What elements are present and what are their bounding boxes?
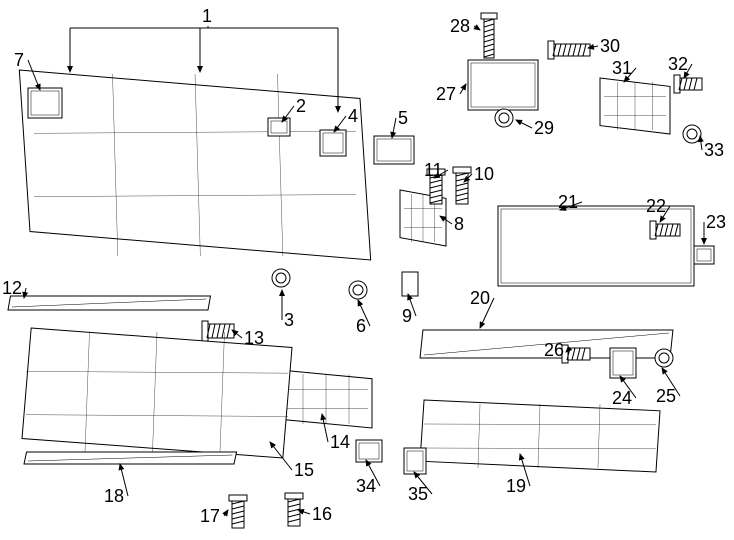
parts-layer [0, 0, 734, 540]
part-bolt-e [674, 75, 702, 93]
part-screw-c [562, 345, 590, 363]
part-tow-cover [28, 88, 62, 118]
callout-34: 34 [356, 476, 376, 497]
callout-16: 16 [312, 504, 332, 525]
callout-11: 11 [424, 160, 443, 181]
part-bracket-side [374, 136, 414, 164]
callout-3: 3 [284, 310, 294, 331]
callout-29: 29 [534, 118, 554, 139]
part-lower-absorber [420, 400, 660, 472]
callout-6: 6 [356, 316, 366, 337]
part-bolt-b [285, 493, 303, 526]
callout-19: 19 [506, 476, 526, 497]
part-rivet-c [655, 349, 673, 367]
part-bolt-long-a [481, 13, 497, 58]
callout-14: 14 [330, 432, 350, 453]
callout-23: 23 [706, 212, 726, 233]
callout-13: 13 [244, 328, 264, 349]
part-clip-nut [694, 246, 714, 264]
part-bracket-small [610, 348, 636, 378]
callout-24: 24 [612, 388, 632, 409]
callout-2: 2 [296, 96, 306, 117]
callout-33: 33 [704, 140, 724, 161]
callout-8: 8 [454, 214, 464, 235]
callout-26: 26 [544, 340, 564, 361]
part-sensor-b [404, 448, 426, 474]
part-clip-small-a [268, 118, 290, 136]
part-absorber-panel [498, 206, 694, 286]
part-crash-box [468, 60, 538, 110]
callout-27: 27 [436, 84, 456, 105]
callout-20: 20 [470, 288, 490, 309]
callout-22: 22 [646, 196, 666, 217]
part-bolt-a [202, 321, 234, 341]
callout-17: 17 [200, 506, 220, 527]
callout-32: 32 [668, 54, 688, 75]
part-bracket-upper-inner [320, 130, 346, 156]
part-rivet-b [349, 281, 367, 299]
callout-15: 15 [294, 460, 314, 481]
callout-1: 1 [202, 6, 212, 27]
callout-35: 35 [408, 484, 428, 505]
part-bolt-d [650, 221, 680, 239]
callout-25: 25 [656, 386, 676, 407]
part-rivet-a [272, 269, 290, 287]
part-nut-b [683, 125, 701, 143]
callout-31: 31 [612, 58, 632, 79]
callout-18: 18 [104, 486, 124, 507]
callout-10: 10 [474, 164, 494, 185]
part-fog-lamp-bezel [280, 370, 372, 428]
part-mount-bracket-upper [600, 78, 670, 134]
part-nut-a [495, 109, 513, 127]
callout-12: 12 [2, 278, 22, 299]
callout-21: 21 [558, 192, 578, 213]
part-trim-strip-upper [8, 296, 210, 310]
callout-30: 30 [600, 36, 620, 57]
callout-9: 9 [402, 306, 412, 327]
part-bolt-c [229, 495, 247, 528]
callout-28: 28 [450, 16, 470, 37]
arrows-layer [0, 0, 734, 540]
callout-4: 4 [348, 106, 358, 127]
part-push-clip [402, 272, 418, 296]
part-bolt-long-b [548, 41, 590, 59]
part-screw-a [453, 167, 471, 204]
part-sensor-a [356, 440, 382, 462]
callout-5: 5 [398, 108, 408, 129]
part-trim-strip-lower [24, 452, 237, 464]
part-bumper-cover [19, 70, 370, 260]
part-guide-bracket [400, 190, 446, 246]
parts-diagram: 1234567891011121314151617181920212223242… [0, 0, 734, 540]
callout-7: 7 [14, 50, 24, 71]
